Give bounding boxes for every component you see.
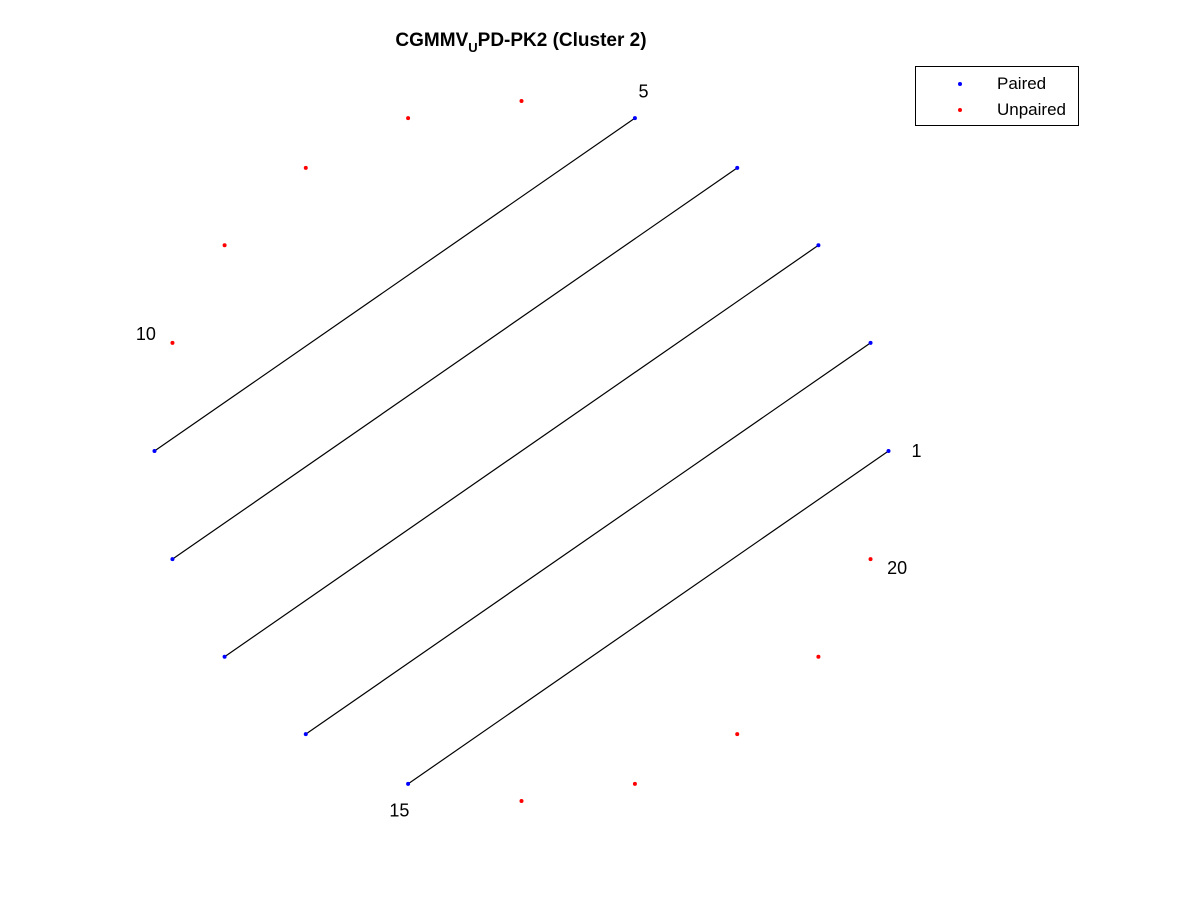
pair-line-2-14	[305, 342, 871, 735]
node-6	[519, 99, 524, 103]
node-label-15: 15	[389, 800, 409, 820]
node-5	[632, 116, 637, 121]
node-11	[152, 449, 157, 453]
node-7	[406, 116, 411, 121]
nodes	[152, 99, 891, 803]
chart-title: CGMMVUPD-PK2 (Cluster 2)	[0, 30, 1042, 55]
node-label-5: 5	[639, 82, 649, 102]
node-14	[303, 732, 308, 737]
legend-label-unpaired: Unpaired	[997, 100, 1066, 119]
unpaired-marker-icon	[958, 108, 962, 112]
node-18	[735, 732, 740, 737]
pair-line-3-13	[224, 244, 819, 658]
node-13	[222, 654, 227, 659]
pair-lines	[154, 117, 889, 785]
legend-item-paired: Paired	[916, 73, 1078, 97]
node-1	[886, 449, 891, 453]
node-15	[406, 781, 411, 786]
paired-marker-icon	[958, 82, 962, 86]
pair-line-5-11	[154, 117, 636, 452]
node-17	[632, 781, 637, 786]
legend-item-unpaired: Unpaired	[916, 99, 1078, 123]
title-subscript: U	[468, 40, 478, 55]
legend: Paired Unpaired	[915, 66, 1079, 126]
pair-line-1-15	[407, 450, 889, 785]
node-9	[222, 243, 227, 248]
node-10	[170, 340, 175, 345]
node-label-10: 10	[136, 324, 156, 344]
node-8	[303, 165, 308, 170]
node-2	[868, 340, 873, 345]
pair-line-4-12	[172, 167, 738, 560]
node-12	[170, 557, 175, 562]
legend-label-paired: Paired	[997, 74, 1047, 93]
node-20	[868, 557, 873, 562]
node-label-20: 20	[887, 558, 907, 578]
node-4	[735, 165, 740, 170]
title-rest: PD-PK2 (Cluster 2)	[477, 30, 647, 51]
title-main: CGMMV	[395, 30, 469, 51]
node-3	[816, 243, 821, 248]
node-label-1: 1	[911, 441, 921, 461]
node-19	[816, 654, 821, 659]
node-16	[519, 799, 524, 803]
